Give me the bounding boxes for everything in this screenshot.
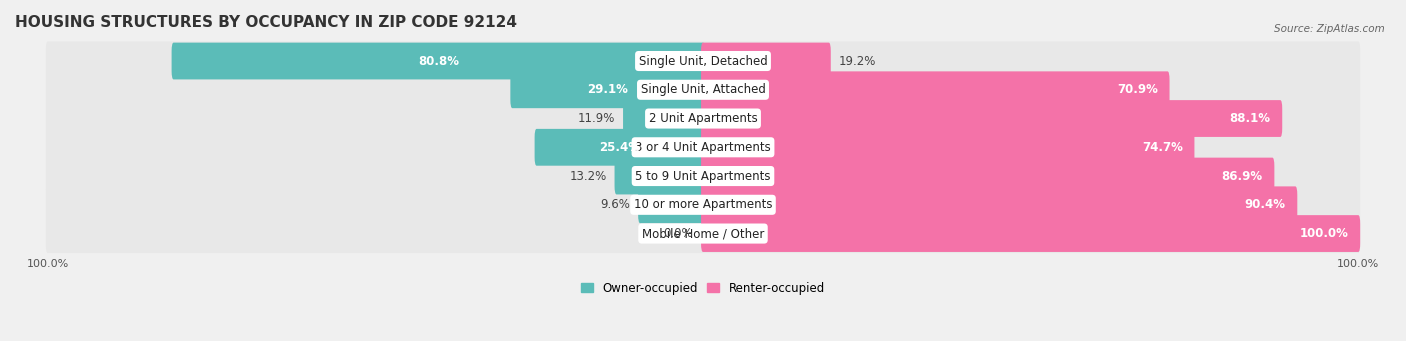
Text: 0.0%: 0.0% [664,227,693,240]
FancyBboxPatch shape [702,71,1170,108]
FancyBboxPatch shape [702,100,1282,137]
Text: 25.4%: 25.4% [599,141,640,154]
FancyBboxPatch shape [702,215,1360,252]
FancyBboxPatch shape [702,129,1195,166]
FancyBboxPatch shape [534,129,704,166]
FancyBboxPatch shape [623,100,704,137]
FancyBboxPatch shape [46,157,1360,196]
Text: 90.4%: 90.4% [1244,198,1285,211]
Text: 11.9%: 11.9% [578,112,616,125]
Text: 9.6%: 9.6% [600,198,630,211]
FancyBboxPatch shape [46,42,1360,80]
Text: Mobile Home / Other: Mobile Home / Other [641,227,765,240]
Text: 2 Unit Apartments: 2 Unit Apartments [648,112,758,125]
Text: 13.2%: 13.2% [569,169,606,182]
Text: 5 to 9 Unit Apartments: 5 to 9 Unit Apartments [636,169,770,182]
FancyBboxPatch shape [46,99,1360,138]
FancyBboxPatch shape [46,185,1360,224]
Text: Single Unit, Attached: Single Unit, Attached [641,83,765,96]
Text: HOUSING STRUCTURES BY OCCUPANCY IN ZIP CODE 92124: HOUSING STRUCTURES BY OCCUPANCY IN ZIP C… [15,15,517,30]
Text: 80.8%: 80.8% [418,55,458,68]
FancyBboxPatch shape [46,214,1360,253]
Text: 29.1%: 29.1% [588,83,628,96]
Text: 10 or more Apartments: 10 or more Apartments [634,198,772,211]
Text: 88.1%: 88.1% [1229,112,1271,125]
Text: Source: ZipAtlas.com: Source: ZipAtlas.com [1274,24,1385,34]
Text: 100.0%: 100.0% [1299,227,1348,240]
FancyBboxPatch shape [46,70,1360,109]
FancyBboxPatch shape [510,71,704,108]
Text: 86.9%: 86.9% [1222,169,1263,182]
FancyBboxPatch shape [702,187,1298,223]
FancyBboxPatch shape [614,158,704,194]
Text: 70.9%: 70.9% [1116,83,1157,96]
FancyBboxPatch shape [46,128,1360,167]
FancyBboxPatch shape [702,158,1274,194]
Text: 3 or 4 Unit Apartments: 3 or 4 Unit Apartments [636,141,770,154]
FancyBboxPatch shape [702,43,831,79]
Text: Single Unit, Detached: Single Unit, Detached [638,55,768,68]
FancyBboxPatch shape [172,43,704,79]
Text: 19.2%: 19.2% [838,55,876,68]
FancyBboxPatch shape [638,187,704,223]
Legend: Owner-occupied, Renter-occupied: Owner-occupied, Renter-occupied [581,282,825,295]
Text: 74.7%: 74.7% [1142,141,1182,154]
